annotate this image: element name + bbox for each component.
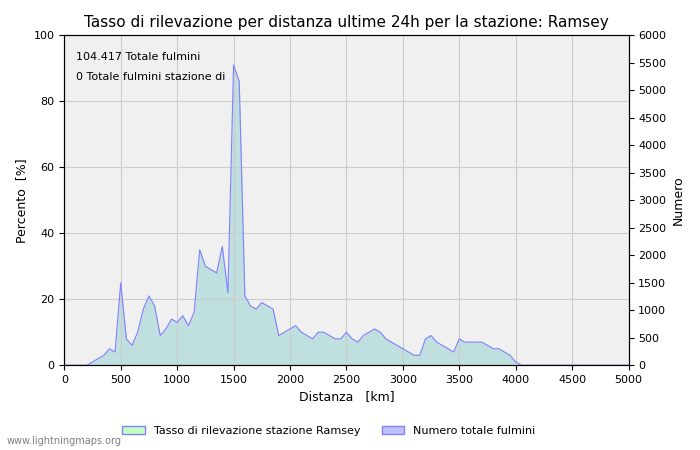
Text: www.lightningmaps.org: www.lightningmaps.org	[7, 436, 122, 446]
Text: 0 Totale fulmini stazione di: 0 Totale fulmini stazione di	[76, 72, 225, 81]
Legend: Tasso di rilevazione stazione Ramsey, Numero totale fulmini: Tasso di rilevazione stazione Ramsey, Nu…	[118, 421, 540, 440]
Y-axis label: Numero: Numero	[672, 176, 685, 225]
Text: 104.417 Totale fulmini: 104.417 Totale fulmini	[76, 52, 200, 62]
Title: Tasso di rilevazione per distanza ultime 24h per la stazione: Ramsey: Tasso di rilevazione per distanza ultime…	[84, 15, 609, 30]
X-axis label: Distanza   [km]: Distanza [km]	[299, 391, 394, 404]
Y-axis label: Percento  [%]: Percento [%]	[15, 158, 28, 243]
